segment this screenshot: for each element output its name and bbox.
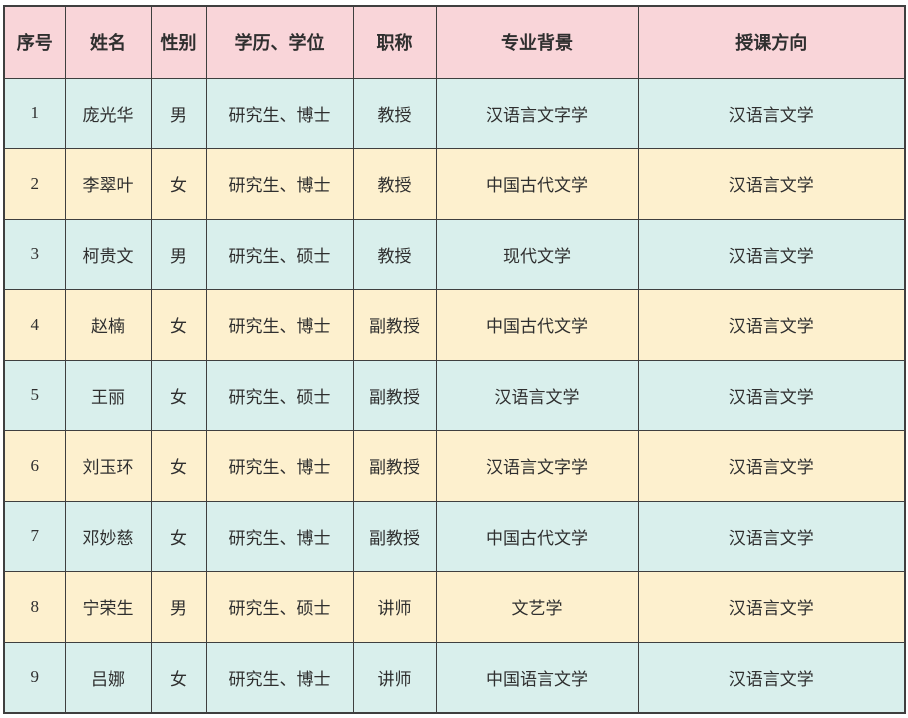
table-row: 4 赵楠女研究生、博士 副教授 中国古代文学 汉语言文学 (3, 289, 906, 361)
cell-title: 副教授 (352, 359, 437, 431)
column-header-title: 职称 (352, 5, 437, 79)
cell-education: 研究生、硕士 (205, 359, 354, 431)
cell-title: 教授 (352, 77, 437, 149)
cell-name: 柯贵文 (64, 218, 152, 290)
table-row: 7 邓妙慈女研究生、博士 副教授 中国古代文学 汉语言文学 (3, 500, 906, 572)
table-row: 9 吕娜女研究生、博士 讲师 中国语言文学 汉语言文学 (3, 641, 906, 713)
cell-name: 邓妙慈 (64, 500, 152, 572)
table-row: 1 庞光华男研究生、博士 教授 汉语言文字学 汉语言文学 (3, 77, 906, 149)
cell-education: 研究生、博士 (205, 500, 354, 572)
column-header-gender: 性别 (150, 5, 207, 79)
cell-direction: 汉语言文学 (637, 500, 906, 572)
cell-title: 副教授 (352, 289, 437, 361)
faculty-table-container: 序号 姓名 性别 学历、学位 职称 专业背景 授课方向 1 庞光华男研究生、博士 教授 汉语言文字… (3, 5, 906, 714)
table-row: 2 李翠叶女研究生、博士 教授 中国古代文学 汉语言文学 (3, 148, 906, 220)
cell-gender: 女 (150, 500, 207, 572)
cell-index: 5 (3, 359, 66, 431)
cell-education: 研究生、博士 (205, 430, 354, 502)
cell-background: 汉语言文字学 (435, 77, 639, 149)
cell-background: 中国古代文学 (435, 289, 639, 361)
cell-direction: 汉语言文学 (637, 641, 906, 713)
cell-direction: 汉语言文学 (637, 289, 906, 361)
cell-index: 1 (3, 77, 66, 149)
cell-gender: 男 (150, 77, 207, 149)
cell-gender: 女 (150, 641, 207, 713)
cell-background: 文艺学 (435, 571, 639, 643)
cell-index: 8 (3, 571, 66, 643)
column-header-background: 专业背景 (435, 5, 639, 79)
cell-gender: 男 (150, 571, 207, 643)
table-row: 8 宁荣生男研究生、硕士 讲师 文艺学 汉语言文学 (3, 571, 906, 643)
table-row: 3 柯贵文男研究生、硕士 教授 现代文学 汉语言文学 (3, 218, 906, 290)
cell-education: 研究生、博士 (205, 77, 354, 149)
cell-name: 王丽 (64, 359, 152, 431)
cell-name: 宁荣生 (64, 571, 152, 643)
cell-education: 研究生、硕士 (205, 571, 354, 643)
cell-gender: 女 (150, 289, 207, 361)
cell-education: 研究生、博士 (205, 289, 354, 361)
cell-direction: 汉语言文学 (637, 430, 906, 502)
cell-name: 刘玉环 (64, 430, 152, 502)
cell-direction: 汉语言文学 (637, 359, 906, 431)
cell-background: 现代文学 (435, 218, 639, 290)
cell-name: 吕娜 (64, 641, 152, 713)
cell-education: 研究生、博士 (205, 148, 354, 220)
cell-index: 6 (3, 430, 66, 502)
cell-background: 中国古代文学 (435, 500, 639, 572)
cell-index: 2 (3, 148, 66, 220)
cell-gender: 女 (150, 430, 207, 502)
cell-index: 7 (3, 500, 66, 572)
cell-title: 副教授 (352, 500, 437, 572)
cell-gender: 女 (150, 359, 207, 431)
cell-name: 赵楠 (64, 289, 152, 361)
column-header-index: 序号 (3, 5, 66, 79)
column-header-education: 学历、学位 (205, 5, 354, 79)
cell-name: 庞光华 (64, 77, 152, 149)
cell-index: 4 (3, 289, 66, 361)
cell-background: 中国古代文学 (435, 148, 639, 220)
header-row: 序号 姓名 性别 学历、学位 职称 专业背景 授课方向 (3, 5, 906, 79)
table-row: 6 刘玉环女研究生、博士 副教授 汉语言文字学 汉语言文学 (3, 430, 906, 502)
cell-title: 教授 (352, 218, 437, 290)
cell-index: 3 (3, 218, 66, 290)
cell-title: 副教授 (352, 430, 437, 502)
cell-title: 讲师 (352, 571, 437, 643)
table-row: 5 王丽女研究生、硕士 副教授 汉语言文学 汉语言文学 (3, 359, 906, 431)
cell-education: 研究生、博士 (205, 641, 354, 713)
cell-title: 教授 (352, 148, 437, 220)
cell-background: 汉语言文学 (435, 359, 639, 431)
cell-background: 汉语言文字学 (435, 430, 639, 502)
column-header-name: 姓名 (64, 5, 152, 79)
cell-background: 中国语言文学 (435, 641, 639, 713)
cell-title: 讲师 (352, 641, 437, 713)
faculty-table: 序号 姓名 性别 学历、学位 职称 专业背景 授课方向 1 庞光华男研究生、博士 教授 汉语言文字… (3, 5, 906, 714)
cell-direction: 汉语言文学 (637, 571, 906, 643)
cell-gender: 女 (150, 148, 207, 220)
cell-direction: 汉语言文学 (637, 77, 906, 149)
cell-gender: 男 (150, 218, 207, 290)
column-header-direction: 授课方向 (637, 5, 906, 79)
cell-education: 研究生、硕士 (205, 218, 354, 290)
cell-direction: 汉语言文学 (637, 148, 906, 220)
cell-direction: 汉语言文学 (637, 218, 906, 290)
cell-index: 9 (3, 641, 66, 713)
cell-name: 李翠叶 (64, 148, 152, 220)
